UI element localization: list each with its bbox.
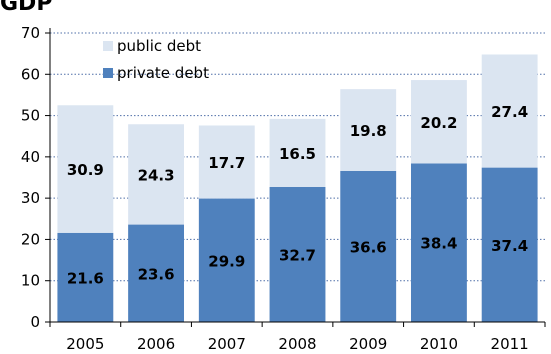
bar-private-debt-2005 bbox=[57, 232, 114, 322]
bar-public-debt-2006 bbox=[128, 124, 185, 225]
y-tick-label: 30 bbox=[21, 189, 40, 207]
legend-label-public-debt: public debt bbox=[117, 37, 201, 55]
data-label-private-debt-2011: 37.4 bbox=[491, 237, 528, 255]
bar-private-debt-2008 bbox=[269, 186, 326, 322]
y-tick-label: 60 bbox=[21, 65, 40, 83]
x-tick-labels: 2005 2006 2007 2008 2009 2010 2011 bbox=[66, 335, 528, 353]
bar-public-debt-2009 bbox=[340, 89, 397, 171]
legend-swatch-private-debt bbox=[103, 68, 113, 78]
x-tick-label: 2006 bbox=[137, 335, 175, 353]
y-tick-label: 40 bbox=[21, 148, 40, 166]
x-tick-label: 2011 bbox=[491, 335, 529, 353]
bar-private-debt-2009 bbox=[340, 170, 397, 322]
bar-public-debt-2010 bbox=[410, 80, 467, 164]
x-tick-label: 2007 bbox=[208, 335, 246, 353]
data-label-private-debt-2008: 32.7 bbox=[279, 246, 316, 264]
bar-public-debt-2008 bbox=[269, 118, 326, 187]
bar-private-debt-2011 bbox=[481, 167, 538, 322]
data-label-public-debt-2010: 20.2 bbox=[420, 114, 457, 132]
bar-private-debt-2007 bbox=[198, 198, 255, 322]
legend: public debt private debt bbox=[103, 37, 209, 82]
data-label-private-debt-2010: 38.4 bbox=[420, 235, 457, 253]
bar-public-debt-2005 bbox=[57, 105, 114, 233]
bars bbox=[57, 54, 538, 322]
y-tick-label: 0 bbox=[30, 313, 40, 331]
data-label-private-debt-2009: 36.6 bbox=[350, 238, 387, 256]
data-label-private-debt-2007: 29.9 bbox=[208, 252, 245, 270]
y-tick-labels: 0 10 20 30 40 50 60 70 bbox=[21, 24, 40, 331]
x-tick-label: 2005 bbox=[66, 335, 104, 353]
bar-private-debt-2010 bbox=[410, 163, 467, 322]
data-label-public-debt-2006: 24.3 bbox=[138, 166, 175, 184]
data-label-private-debt-2005: 21.6 bbox=[67, 269, 104, 287]
y-tick-label: 70 bbox=[21, 24, 40, 42]
bar-public-debt-2007 bbox=[198, 125, 255, 199]
data-labels: 21.6 30.9 23.6 24.3 29.9 17.7 32.7 16.5 36.6 19.8… bbox=[67, 103, 528, 287]
data-label-public-debt-2009: 19.8 bbox=[350, 122, 387, 140]
data-label-public-debt-2008: 16.5 bbox=[279, 145, 316, 163]
bar-public-debt-2011 bbox=[481, 54, 538, 168]
legend-label-private-debt: private debt bbox=[117, 64, 209, 82]
bar-private-debt-2006 bbox=[128, 224, 185, 322]
axes bbox=[45, 28, 546, 327]
x-tick-label: 2010 bbox=[420, 335, 458, 353]
x-tick-label: 2009 bbox=[349, 335, 387, 353]
y-tick-label: 50 bbox=[21, 107, 40, 125]
data-label-private-debt-2006: 23.6 bbox=[138, 265, 175, 283]
data-label-public-debt-2007: 17.7 bbox=[208, 154, 245, 172]
legend-swatch-public-debt bbox=[103, 41, 113, 51]
x-tick-label: 2008 bbox=[278, 335, 316, 353]
data-label-public-debt-2011: 27.4 bbox=[491, 103, 528, 121]
chart-title: GDP bbox=[0, 0, 53, 16]
y-tick-label: 10 bbox=[21, 272, 40, 290]
data-label-public-debt-2005: 30.9 bbox=[67, 161, 104, 179]
y-tick-label: 20 bbox=[21, 230, 40, 248]
